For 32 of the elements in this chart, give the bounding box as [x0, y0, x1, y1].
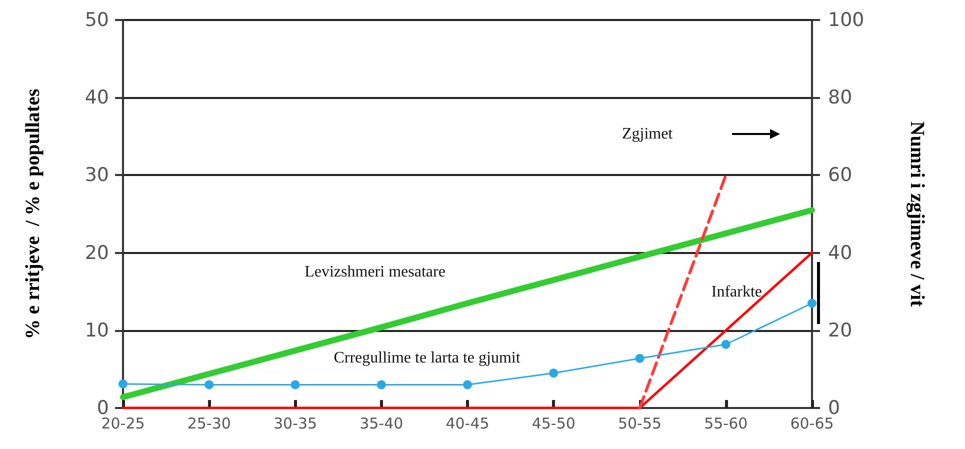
point: [463, 380, 472, 390]
annotation: Levizshmeri mesatare: [304, 264, 446, 280]
point: [808, 298, 816, 308]
y-tick-label: 50: [84, 9, 109, 31]
point: [376, 380, 386, 390]
y2-tick-label: 40: [828, 242, 852, 264]
y2-tick-label: 100: [828, 9, 864, 31]
x-tick-label: 45-50: [532, 414, 576, 432]
point: [118, 379, 128, 388]
x-tick-label: 25-30: [187, 414, 231, 432]
y2-axis-title: Numri i zgjimeve / vit: [906, 121, 928, 308]
y2-tick-label: 60: [828, 164, 852, 186]
y-tick-label: 30: [84, 164, 109, 186]
point: [635, 354, 644, 363]
y-tick-label: 10: [84, 319, 109, 342]
point: [290, 380, 300, 390]
x-tick-label: 55-60: [704, 414, 748, 432]
annotation: Infarkte: [711, 284, 762, 300]
y2-tick-label: 20: [828, 319, 852, 342]
y-axis-title: % e rritjeve / % e popullates: [22, 88, 44, 340]
x-tick-label: 30-35: [273, 414, 318, 432]
annotation: Zgjimet: [622, 126, 674, 142]
y-tick-label: 40: [84, 86, 109, 109]
point: [721, 340, 730, 349]
point: [549, 368, 558, 378]
x-tick-label: 40-45: [446, 414, 490, 432]
y-tick-label: 20: [84, 242, 109, 264]
x-tick-label: 35-40: [360, 414, 404, 432]
annotation: Crregullime te larta te gjumit: [334, 350, 521, 366]
x-tick-label: 50-55: [618, 414, 662, 432]
y2-tick-label: 80: [828, 86, 852, 109]
point: [204, 380, 214, 390]
